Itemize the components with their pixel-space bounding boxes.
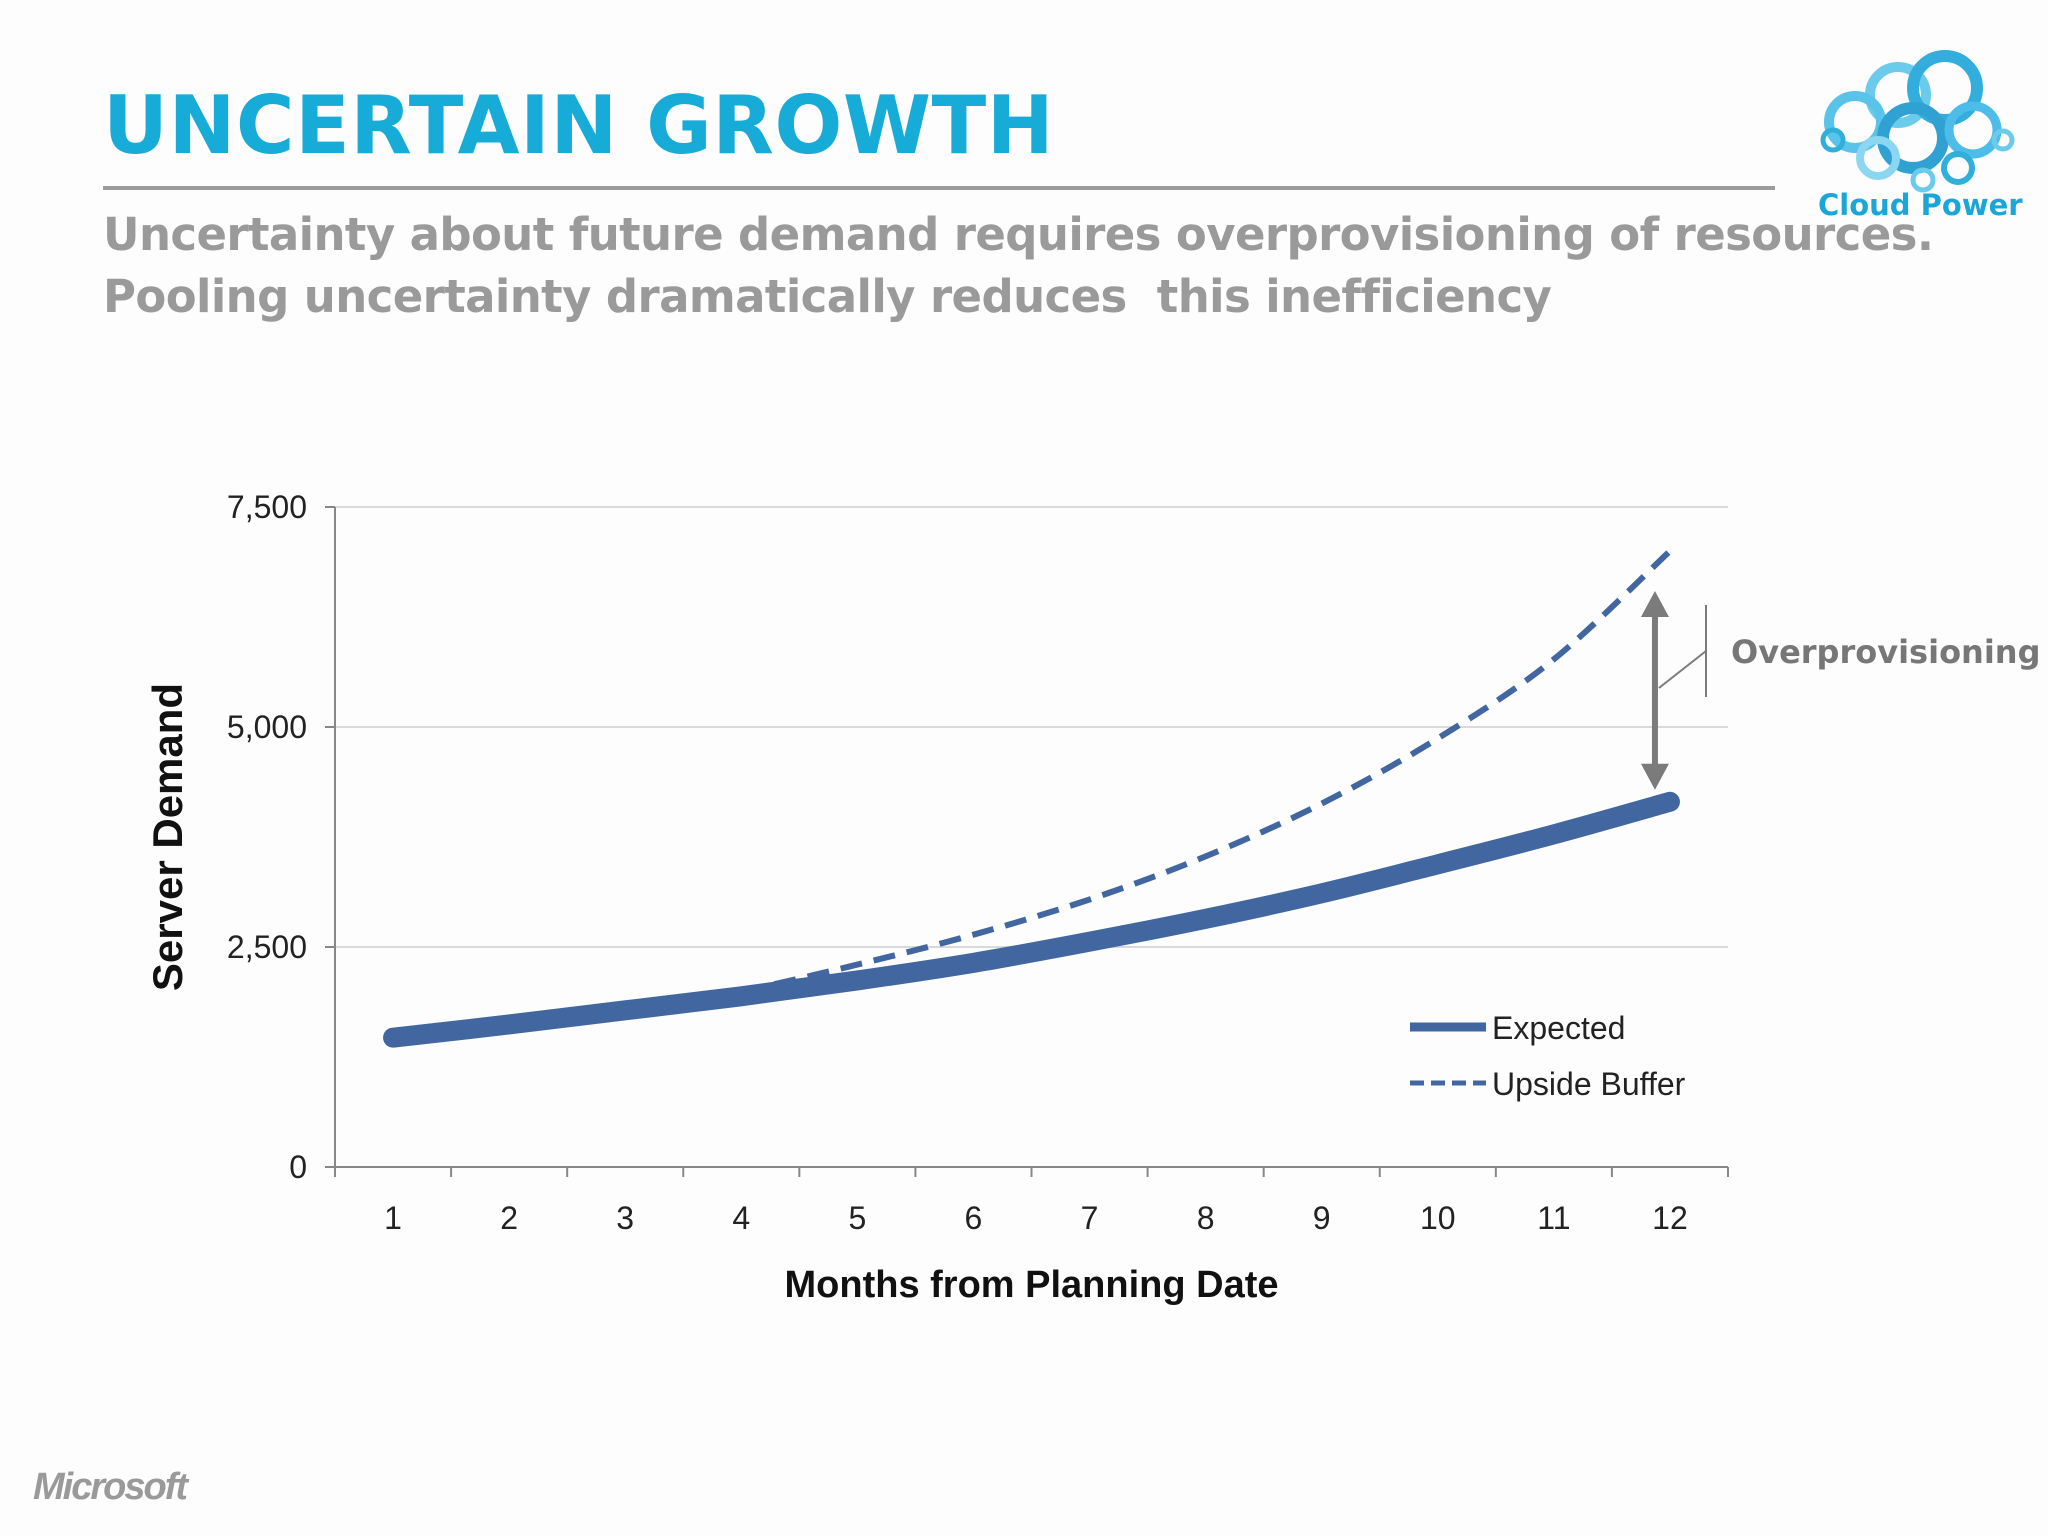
slide-title: UNCERTAIN GROWTH	[103, 79, 1055, 172]
x-tick-label: 3	[616, 1200, 634, 1236]
slide-subtitle: Uncertainty about future demand requires…	[103, 204, 1934, 328]
y-tick-label: 7,500	[227, 489, 307, 525]
title-divider	[103, 186, 1775, 190]
subtitle-line-1: Uncertainty about future demand requires…	[103, 208, 1934, 261]
x-tick-label: 5	[848, 1200, 866, 1236]
logo-label: Cloud Power	[1818, 188, 2023, 222]
legend-label-expected: Expected	[1492, 1010, 1625, 1046]
annotation-label: Overprovisioning	[1731, 633, 2040, 671]
callout-leader	[1658, 650, 1707, 689]
x-tick-label: 7	[1081, 1200, 1099, 1236]
x-tick-label: 12	[1652, 1200, 1688, 1236]
y-tick-label: 5,000	[227, 709, 307, 745]
x-tick-label: 11	[1537, 1200, 1570, 1236]
x-tick-label: 9	[1313, 1200, 1331, 1236]
series-line-upside-buffer	[740, 548, 1673, 995]
arrow-up-icon	[1640, 591, 1669, 617]
y-tick-label: 2,500	[227, 929, 307, 965]
y-tick-label: 0	[289, 1149, 307, 1185]
y-axis-title: Server Demand	[144, 683, 191, 991]
legend-label-upside-buffer: Upside Buffer	[1492, 1066, 1686, 1102]
x-tick-label: 8	[1197, 1200, 1215, 1236]
arrow-down-icon	[1640, 763, 1669, 790]
x-tick-label: 2	[500, 1200, 518, 1236]
x-tick-label: 4	[732, 1200, 750, 1236]
x-tick-label: 1	[384, 1200, 402, 1236]
microsoft-logo: Microsoft	[33, 1466, 188, 1508]
subtitle-line-2: Pooling uncertainty dramatically reduces…	[103, 270, 1552, 323]
x-axis-title: Months from Planning Date	[785, 1264, 1279, 1306]
cloud-power-logo-icon	[1820, 50, 2015, 193]
x-tick-label: 6	[965, 1200, 983, 1236]
series-line-expected	[383, 791, 1680, 1048]
x-tick-label: 10	[1420, 1200, 1456, 1236]
